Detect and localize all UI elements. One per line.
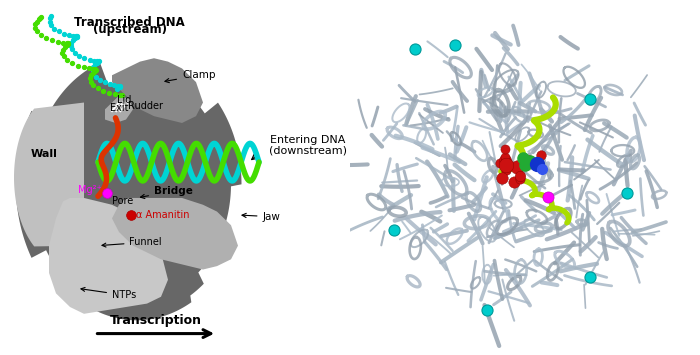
- Polygon shape: [14, 103, 84, 246]
- Polygon shape: [105, 96, 133, 123]
- Text: Funnel: Funnel: [102, 237, 162, 247]
- Text: Rudder: Rudder: [127, 101, 162, 111]
- Text: (upstream): (upstream): [92, 23, 167, 37]
- Text: Bridge: Bridge: [141, 186, 193, 198]
- Polygon shape: [49, 198, 168, 314]
- Text: (downstream): (downstream): [270, 145, 347, 155]
- Text: NTPs: NTPs: [81, 288, 136, 300]
- Polygon shape: [112, 198, 238, 269]
- Text: Wall: Wall: [30, 149, 57, 159]
- Text: Pore: Pore: [112, 196, 133, 206]
- Text: Mg²⁺: Mg²⁺: [78, 185, 102, 196]
- Polygon shape: [16, 63, 241, 320]
- Text: Transcription: Transcription: [110, 314, 202, 327]
- Text: Exit: Exit: [109, 103, 128, 113]
- Text: Clamp: Clamp: [165, 70, 216, 83]
- Text: Entering DNA: Entering DNA: [270, 135, 345, 145]
- Text: α Amanitin: α Amanitin: [136, 210, 190, 220]
- Text: Lid: Lid: [118, 95, 132, 105]
- Polygon shape: [112, 58, 203, 123]
- Text: Transcribed DNA: Transcribed DNA: [74, 16, 185, 29]
- Text: Jaw: Jaw: [242, 212, 281, 222]
